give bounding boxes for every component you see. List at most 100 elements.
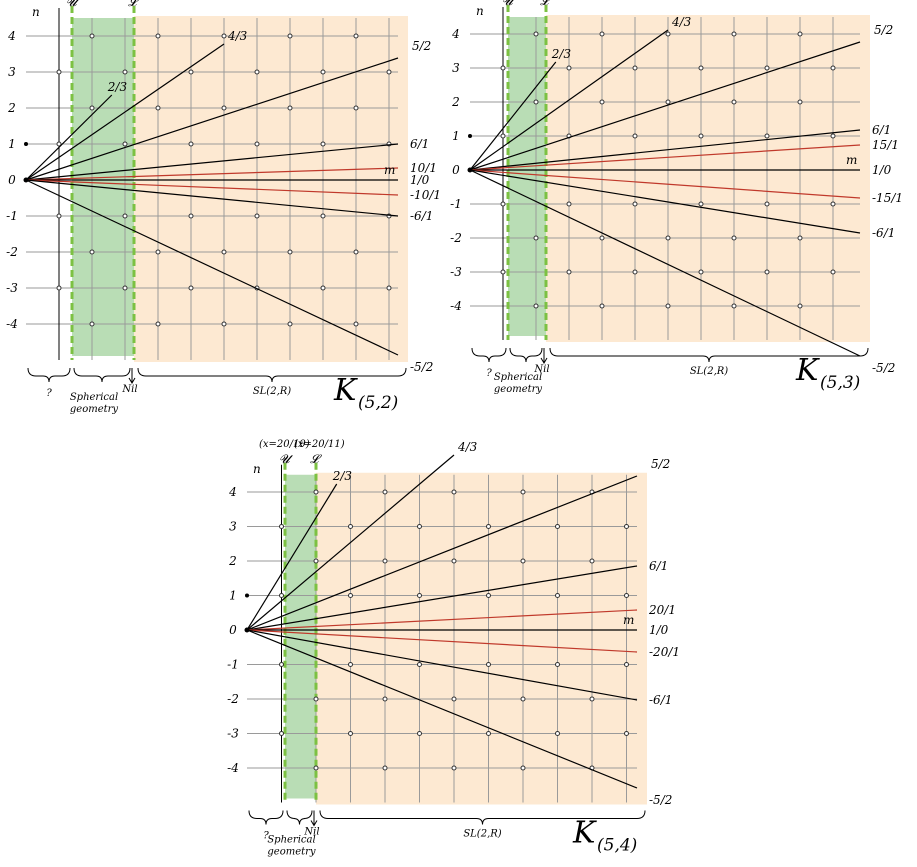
geometry-label: geometry bbox=[267, 847, 316, 858]
n-tick-label: 3 bbox=[452, 61, 460, 75]
lattice-point bbox=[520, 765, 526, 771]
n-axis-label: n bbox=[476, 4, 484, 18]
lattice-point bbox=[533, 235, 539, 241]
u-ratio-label: (x=20/19) bbox=[259, 439, 310, 450]
lattice-point bbox=[830, 65, 836, 71]
lattice-point bbox=[764, 65, 770, 71]
slope-label: 1/0 bbox=[410, 173, 430, 187]
slope-label: -5/2 bbox=[649, 793, 672, 807]
lattice-point bbox=[589, 558, 595, 564]
l-symbol: 𝓛 bbox=[310, 452, 322, 466]
slope-label: 5/2 bbox=[412, 39, 431, 53]
lattice-point bbox=[533, 99, 539, 105]
lattice-point bbox=[287, 33, 293, 39]
brace-question bbox=[471, 347, 507, 363]
n-tick-label: 2 bbox=[451, 95, 460, 109]
lattice-point bbox=[188, 141, 194, 147]
n-tick-label: 2 bbox=[7, 101, 16, 115]
lattice-point bbox=[520, 489, 526, 495]
u-symbol: 𝓤 bbox=[502, 0, 517, 8]
lattice-point bbox=[254, 69, 260, 75]
slope-label: 10/1 bbox=[410, 161, 437, 175]
brace-spherical bbox=[286, 810, 313, 825]
lattice-point bbox=[155, 105, 161, 111]
slope-ray bbox=[246, 609, 638, 631]
lattice-point bbox=[417, 662, 422, 667]
lattice-point bbox=[155, 321, 161, 327]
lattice-point bbox=[566, 269, 572, 275]
lattice-point bbox=[486, 731, 491, 736]
slope-ray bbox=[469, 61, 557, 171]
nil-label: Nil bbox=[121, 384, 137, 395]
lattice-point bbox=[500, 269, 506, 275]
lattice-point bbox=[624, 524, 629, 529]
slope-ray bbox=[469, 169, 861, 234]
slope-ray bbox=[246, 475, 638, 631]
lattice-point bbox=[599, 31, 605, 37]
brace-question-label: ? bbox=[263, 831, 269, 842]
lattice-point bbox=[254, 213, 260, 219]
lattice-point bbox=[797, 303, 803, 309]
lattice-point bbox=[417, 524, 422, 529]
n-tick-label: -1 bbox=[450, 197, 462, 211]
lattice-point bbox=[451, 696, 457, 702]
n-tick-label: 3 bbox=[229, 520, 237, 534]
spherical-region bbox=[285, 474, 316, 799]
m-axis-label: m bbox=[623, 613, 634, 627]
lattice-point bbox=[533, 303, 539, 309]
lattice-point bbox=[188, 285, 194, 291]
lattice-point bbox=[313, 558, 319, 564]
lattice-point bbox=[555, 524, 560, 529]
lattice-point bbox=[89, 33, 95, 39]
lattice-point bbox=[287, 249, 293, 255]
lattice-point bbox=[451, 489, 457, 495]
n-tick-label: -2 bbox=[450, 231, 462, 245]
m-axis-label: m bbox=[384, 163, 395, 177]
lattice-point bbox=[382, 558, 388, 564]
lattice-point bbox=[386, 69, 392, 75]
lattice-point bbox=[698, 65, 704, 71]
lattice-point bbox=[486, 662, 491, 667]
nil-arrowhead bbox=[128, 377, 136, 384]
knot-subscript: (5,2) bbox=[358, 393, 398, 413]
slope-label: -6/1 bbox=[872, 226, 895, 240]
slope-ray bbox=[469, 144, 861, 171]
brace-spherical bbox=[509, 347, 543, 363]
lattice-point bbox=[56, 285, 62, 291]
lattice-point bbox=[624, 731, 629, 736]
lattice-point bbox=[122, 213, 128, 219]
lattice-point bbox=[221, 33, 227, 39]
slope-ray bbox=[25, 57, 399, 181]
diagram-k53: 2/3 4/3 5/2 6/115/1 1/0 -15/1 -6/1 -5/2 4 3 2 1 0 -1 -… bbox=[450, 0, 903, 395]
lattice-point bbox=[279, 662, 284, 667]
n-tick-label: 0 bbox=[229, 623, 237, 637]
n-tick-label: -2 bbox=[6, 245, 18, 259]
spherical-label: Spherical bbox=[267, 835, 315, 846]
slope-ray bbox=[246, 629, 638, 653]
lattice-point bbox=[451, 558, 457, 564]
lattice-point bbox=[797, 99, 803, 105]
lattice-point bbox=[589, 696, 595, 702]
lattice-point bbox=[624, 662, 629, 667]
lattice-point bbox=[313, 696, 319, 702]
lattice-point bbox=[566, 65, 572, 71]
n-tick-label: 0 bbox=[8, 173, 16, 187]
brace-question-label: ? bbox=[486, 368, 492, 379]
slope-ray bbox=[246, 454, 455, 631]
lattice-point bbox=[698, 133, 704, 139]
lattice-point bbox=[348, 593, 353, 598]
brace-question bbox=[248, 810, 284, 825]
lattice-point bbox=[155, 33, 161, 39]
lattice-point bbox=[122, 141, 128, 147]
n-tick-label: -4 bbox=[6, 317, 18, 331]
lattice-point bbox=[632, 201, 638, 207]
slope-ray bbox=[246, 629, 638, 789]
slope-ray bbox=[25, 167, 399, 181]
l-symbol: 𝓛 bbox=[540, 0, 552, 8]
lattice-point bbox=[386, 285, 392, 291]
lattice-point bbox=[500, 201, 506, 207]
sl2r-region bbox=[316, 472, 647, 805]
lattice-point bbox=[353, 321, 359, 327]
lattice-point bbox=[188, 69, 194, 75]
